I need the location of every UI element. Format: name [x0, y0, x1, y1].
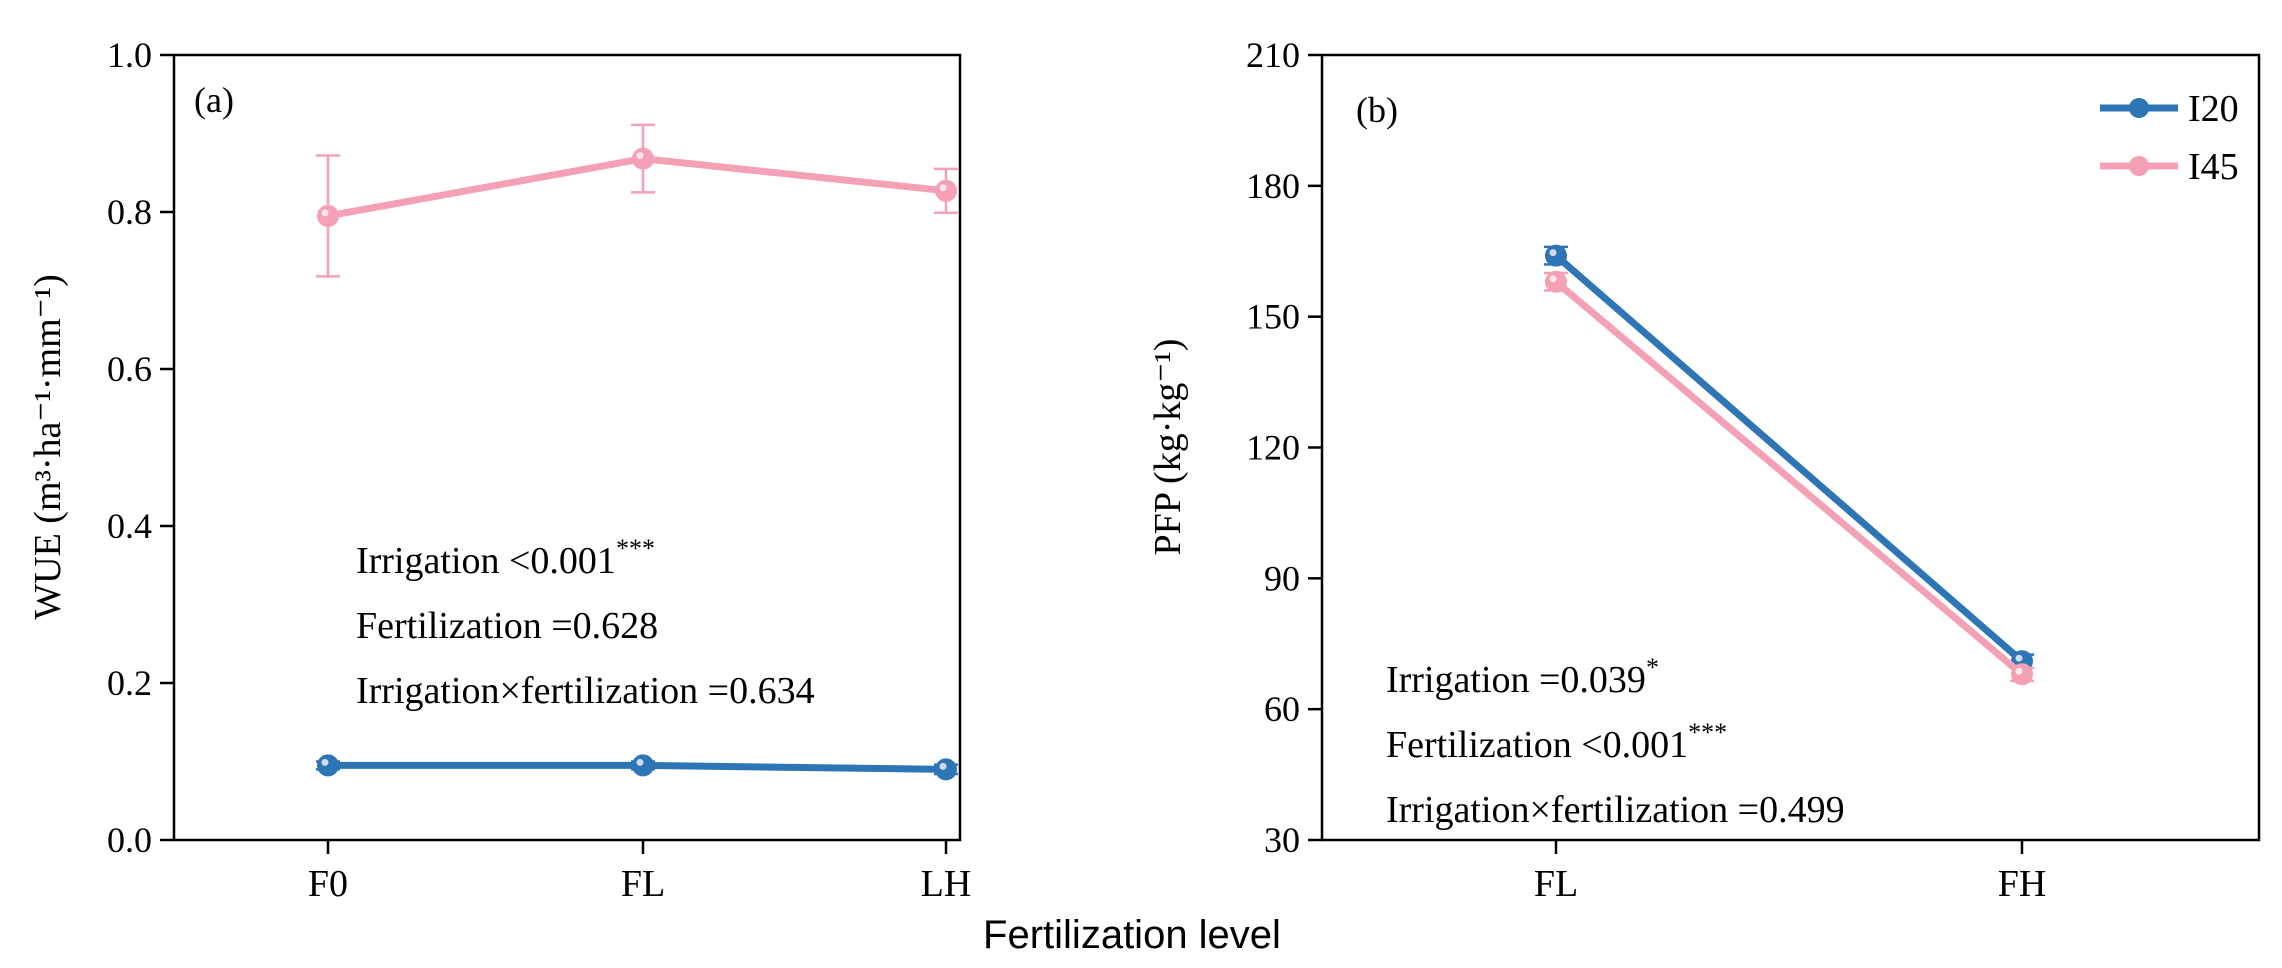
panel-a-ytick-label-0: 0.0	[107, 820, 152, 860]
panel-a-annotation-2: Fertilization =0.628	[356, 605, 658, 647]
panel-a-point-I20-1	[632, 754, 654, 777]
panel-b-ytick-label-4: 150	[1246, 297, 1300, 337]
panel-b-point-I20-0	[1545, 244, 1567, 267]
panel-b-xtick-label-1: FH	[1998, 863, 2047, 905]
legend-marker-I45	[2129, 156, 2149, 176]
panel-b-point-highlight-I45-1	[2015, 667, 2023, 675]
panel-b-ytick-label-1: 60	[1264, 689, 1300, 729]
panel-b-annotation-1: Irrigation =0.039*	[1386, 653, 1659, 701]
panel-b-point-I45-0	[1545, 270, 1567, 293]
panel-a-point-highlight-I20-1	[636, 758, 644, 766]
panel-a-ylabel: WUE (m³·ha⁻¹·mm⁻¹)	[27, 274, 69, 619]
legend-label-I20: I20	[2188, 88, 2239, 130]
panel-a-tag: (a)	[194, 80, 234, 120]
panel-a-point-I20-0	[317, 754, 339, 777]
panel-a-point-I45-0	[317, 204, 339, 227]
panel-a-frame	[172, 53, 962, 842]
panel-a-point-I20-2	[935, 758, 957, 781]
panel-a-ytick-label-2: 0.4	[107, 506, 152, 546]
panel-a-ytick-label-5: 1.0	[107, 35, 152, 75]
panel-a-ytick-label-3: 0.6	[107, 349, 152, 389]
panel-a-point-highlight-I45-1	[636, 152, 644, 160]
panel-a-point-highlight-I45-0	[321, 209, 329, 217]
panel-b-ytick-label-3: 120	[1246, 428, 1300, 468]
panel-b-line-I45	[1553, 279, 2025, 677]
panel-a-point-highlight-I45-2	[939, 184, 947, 192]
panel-b-line-I20	[1553, 252, 2025, 664]
panel-b: 30 60 90 120 150 180 210 FL FH (b) PFP (kg·kg⁻¹…	[1147, 35, 2261, 905]
panel-b-annotation-3: Irrigation×fertilization =0.499	[1386, 789, 1845, 831]
panel-a-point-I45-1	[632, 147, 654, 170]
panel-a-point-highlight-I20-2	[939, 762, 947, 770]
panel-a-xtick-label-0: F0	[308, 863, 348, 905]
panel-b-ytick-label-6: 210	[1246, 35, 1300, 75]
shared-x-axis-label: Fertilization level	[983, 913, 1281, 957]
panel-a-point-I45-2	[935, 179, 957, 202]
panel-a-xtick-label-1: FL	[621, 863, 665, 905]
panel-b-tag: (b)	[1356, 90, 1398, 130]
panel-b-ytick-label-5: 180	[1246, 166, 1300, 206]
panel-a-ytick-label-1: 0.2	[107, 663, 152, 703]
panel-b-xtick-label-0: FL	[1534, 863, 1578, 905]
legend-label-I45: I45	[2188, 146, 2239, 188]
panel-a-annotation-1: Irrigation <0.001***	[356, 534, 655, 582]
panel-a: 0.0 0.2 0.4 0.6 0.8 1.0 F0 FL LH (a) WUE (m³·ha…	[27, 35, 971, 905]
panel-b-point-highlight-I45-0	[1549, 275, 1557, 283]
panel-a-point-highlight-I20-0	[321, 758, 329, 766]
panel-b-ytick-label-2: 90	[1264, 558, 1300, 598]
panel-b-ylabel: PFP (kg·kg⁻¹)	[1147, 339, 1189, 556]
panel-b-ytick-label-0: 30	[1264, 820, 1300, 860]
panel-a-ytick-label-4: 0.8	[107, 192, 152, 232]
panel-b-point-highlight-I20-0	[1549, 249, 1557, 257]
panel-a-xtick-label-2: LH	[921, 863, 972, 905]
panel-b-frame	[1320, 53, 2261, 842]
legend-marker-I20	[2129, 98, 2149, 118]
panel-b-point-I45-1	[2011, 663, 2033, 686]
panel-b-annotation-2: Fertilization <0.001***	[1386, 718, 1727, 766]
panel-a-annotation-3: Irrigation×fertilization =0.634	[356, 670, 815, 712]
panel-b-point-highlight-I20-1	[2015, 654, 2023, 662]
